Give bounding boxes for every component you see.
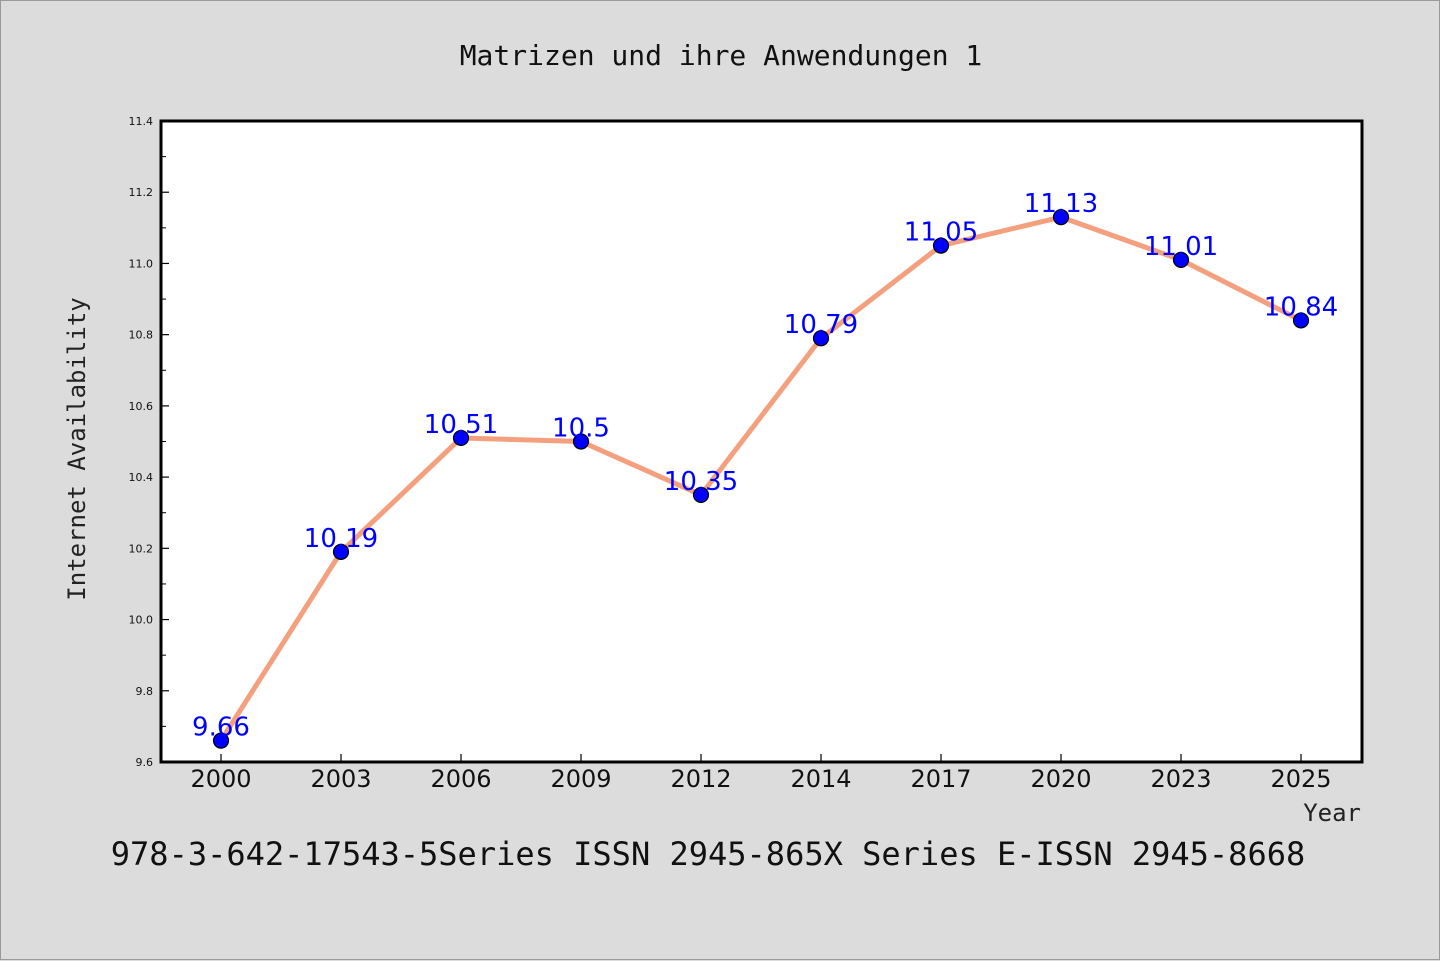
series-markers (212, 209, 1310, 749)
data-label: 10.51 (424, 410, 498, 440)
series-line (218, 214, 1303, 742)
x-tick-label: 2014 (790, 765, 851, 793)
x-tick-label: 2020 (1030, 765, 1091, 793)
x-tick-label: 2006 (430, 765, 491, 793)
data-labels: 9.66 10.19 10.51 10.5 10.35 10.79 11.05 11.13 11… (192, 189, 1338, 742)
y-tick-label: 9.8 (136, 685, 154, 698)
y-axis-ticks: 9.6 9.8 10.0 10.2 10.4 10.6 10.8 11.0 11.2 11.4 (129, 115, 169, 769)
data-point (1172, 251, 1190, 268)
data-point (332, 543, 350, 560)
data-label: 10.35 (664, 467, 738, 497)
data-point (1052, 209, 1070, 226)
x-tick-label: 2017 (910, 765, 971, 793)
data-point (212, 732, 230, 749)
x-tick-label: 2009 (550, 765, 611, 793)
y-tick-label: 10.0 (129, 614, 154, 627)
data-label: 11.05 (904, 218, 978, 248)
data-label: 11.13 (1024, 189, 1098, 219)
x-tick-label: 2003 (310, 765, 371, 793)
x-tick-label: 2012 (670, 765, 731, 793)
x-tick-label: 2000 (190, 765, 251, 793)
data-point (1292, 312, 1310, 329)
data-point (812, 330, 830, 347)
data-point (932, 237, 950, 254)
data-label: 10.79 (784, 310, 858, 340)
x-tick-label: 2023 (1150, 765, 1211, 793)
data-label: 10.19 (304, 524, 378, 554)
y-tick-label: 11.4 (129, 115, 154, 128)
y-tick-label: 10.2 (129, 542, 154, 555)
y-tick-label: 10.4 (129, 471, 154, 484)
x-axis-label: Year (1303, 799, 1361, 827)
y-tick-label: 10.8 (129, 329, 154, 342)
data-label: 10.5 (552, 414, 610, 444)
y-tick-label: 11.0 (129, 257, 154, 270)
data-label: 11.01 (1144, 232, 1218, 262)
y-tick-label: 10.6 (129, 400, 154, 413)
y-tick-label: 9.6 (136, 756, 154, 769)
chart-title: Matrizen und ihre Anwendungen 1 (460, 39, 983, 72)
data-point (572, 433, 590, 450)
data-label: 9.66 (192, 713, 250, 743)
x-axis-ticks: 2000 2003 2006 2009 2012 2014 2017 2020 2023 2025 (190, 754, 1332, 793)
data-point (692, 486, 710, 504)
data-point (452, 429, 470, 447)
y-tick-label: 11.2 (129, 186, 154, 199)
y-axis-label: Internet Availability (63, 297, 91, 600)
x-tick-label: 2025 (1270, 765, 1331, 793)
isbn-caption: 978-3-642-17543-5Series ISSN 2945-865X S… (111, 835, 1305, 873)
plot-area (159, 119, 1364, 764)
data-label: 10.84 (1264, 292, 1338, 322)
